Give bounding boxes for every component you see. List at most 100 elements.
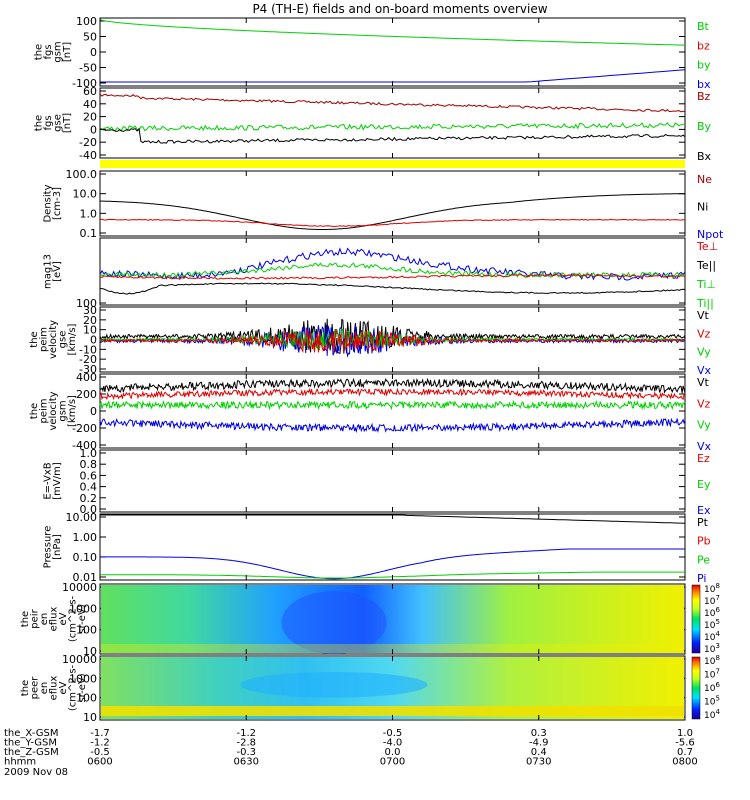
p6-legend-Vt: Vt (697, 376, 710, 389)
p3-tick-label: 1.0 (80, 207, 98, 220)
p10-colorbar-label: 106 (704, 681, 720, 694)
p1-panel: 100 50 0 -50 -100 thefgsgsm[nT] Bt bz by bx (34, 15, 711, 91)
p3-ylabel: Density[cm-3] (43, 184, 64, 222)
p8-legend-Pt: Pt (697, 516, 709, 529)
p7-tick-label: 1.0 (80, 447, 98, 460)
ephemeris-value: 0700 (380, 757, 405, 768)
figure-title: P4 (TH-E) fields and on-board moments ov… (252, 2, 547, 16)
p1-tick-label: -100 (72, 77, 97, 90)
p2-tick-label: 0 (90, 123, 97, 136)
p6-legend-Vx: Vx (697, 440, 712, 453)
p5-legend-Vt: Vt (697, 309, 710, 322)
p10-panel: 10000 1000 100 10thepeerenefluxeV(cm^2-s-sr… (20, 653, 720, 724)
p4-legend-Ti⊥: Ti⊥ (696, 278, 716, 291)
p6-frame (99, 373, 686, 449)
p5-legend-Vx: Vx (697, 364, 712, 377)
p4-legend-Ti||: Ti|| (696, 297, 714, 310)
p2-bx-line (99, 127, 686, 144)
ephemeris-value: 0.3 (531, 728, 547, 739)
p2-bz-line (99, 93, 686, 113)
p1-tick-label: 50 (83, 31, 97, 44)
p4-frame (99, 237, 686, 306)
p4-tiperp-line (99, 262, 686, 279)
p2-flag-bar (100, 160, 685, 168)
p6-legend-Vy: Vy (697, 419, 711, 432)
p2-tick-label: 20 (83, 111, 97, 124)
p4-panel: 100 mag13[eV] Te⊥ Te|| Ti⊥ Ti|| (43, 237, 718, 310)
p2-legend-Bx: Bx (697, 150, 712, 163)
ephemeris-value: -1.2 (90, 738, 110, 749)
p4-ylabel: mag13[eV] (43, 254, 64, 289)
p2-tick-label: 60 (83, 85, 97, 98)
p10-colorbar-label: 107 (704, 668, 720, 681)
p4-legend-Te⊥: Te⊥ (696, 240, 718, 253)
p7-tick-label: 0.8 (80, 458, 98, 471)
p9-band (101, 644, 684, 653)
ephemeris-value: -1.2 (236, 728, 256, 739)
p1-bx-line (100, 69, 686, 83)
p5-vz-line (99, 328, 686, 354)
p10-low-flux-region (240, 672, 428, 698)
p7-frame (99, 449, 686, 513)
p8-tick-label: 1.00 (73, 531, 98, 544)
ephemeris-value: -0.3 (236, 747, 256, 758)
p4-tepar-line (99, 282, 686, 295)
p2-tick-label: 40 (83, 98, 97, 111)
p4-tick-label: 100 (76, 297, 97, 310)
ephemeris-value: -5.6 (675, 738, 695, 749)
p5-legend-Vy: Vy (697, 346, 711, 359)
ephemeris-value: 0800 (672, 757, 697, 768)
p4-teperp-line (99, 273, 686, 280)
p9-tick-label: 10000 (62, 581, 97, 594)
p6-tick-label: -400 (72, 439, 97, 452)
p5-legend-Vz: Vz (697, 327, 711, 340)
p7-tick-label: 0.6 (80, 469, 98, 482)
p8-tick-label: 10.00 (66, 511, 98, 524)
p9-tick-label: 1000 (69, 602, 97, 615)
p6-tick-label: 200 (76, 388, 97, 401)
p7-ylabel: E=-VxB[mV/m] (43, 462, 64, 500)
p5-ylabel: thepeimvelocitygse[km/s] (29, 320, 78, 359)
p2-ylabel: thefgsgse[nT] (34, 113, 74, 133)
ephemeris-value: 0730 (526, 757, 551, 768)
p6-tick-label: 400 (76, 371, 97, 384)
p7-legend-Ey: Ey (697, 478, 711, 491)
p2-by-line (99, 122, 686, 132)
p9-spectrogram (101, 585, 684, 653)
p6-tick-label: 0 (90, 405, 97, 418)
p1-tick-label: 0 (90, 46, 97, 59)
p1-bt-line (99, 18, 686, 46)
ephemeris-value: -4.0 (383, 738, 403, 749)
ephemeris-value: -4.9 (529, 738, 549, 749)
p1-frame (99, 17, 686, 87)
p7-tick-label: 0.4 (80, 481, 98, 494)
p5-tick-label: 10 (83, 324, 97, 337)
p6-vt-line (99, 377, 686, 394)
p1-ylabel: thefgsgsm[nT] (34, 41, 74, 62)
ephemeris-row-label: hhmm (4, 757, 36, 768)
p2-legend-By: By (697, 120, 712, 133)
p9-tick-label: 100 (76, 624, 97, 637)
p1-legend-by: by (697, 59, 711, 72)
p6-vz-line (99, 387, 686, 401)
p10-tick-label: 100 (76, 692, 97, 705)
p10-colorbar-label: 104 (704, 708, 720, 721)
p6-legend-Vz: Vz (697, 397, 711, 410)
p10-colorbar-label: 105 (704, 695, 720, 708)
p7-legend-Ez: Ez (697, 452, 710, 465)
p1-legend-bx: bx (697, 78, 711, 91)
p5-tick-label: 30 (83, 304, 97, 317)
p2-tick-label: -20 (79, 136, 97, 149)
p4-legend-Te||: Te|| (696, 259, 716, 272)
p8-legend-Pi: Pi (697, 572, 706, 585)
p5-tick-label: -30 (79, 363, 97, 376)
ephemeris-value: 0600 (87, 757, 112, 768)
p5-tick-label: 20 (83, 314, 97, 327)
p3-legend-Ne: Ne (697, 173, 712, 186)
p1-legend-bz: bz (697, 39, 710, 52)
p10-tick-label: 10000 (62, 653, 97, 666)
ephemeris-value: 0630 (234, 757, 259, 768)
p7-panel: 1.00.80.60.40.20.0 E=-VxB[mV/m] Ez Ey Ex (43, 447, 711, 517)
ephemeris-value: 0.0 (385, 747, 401, 758)
